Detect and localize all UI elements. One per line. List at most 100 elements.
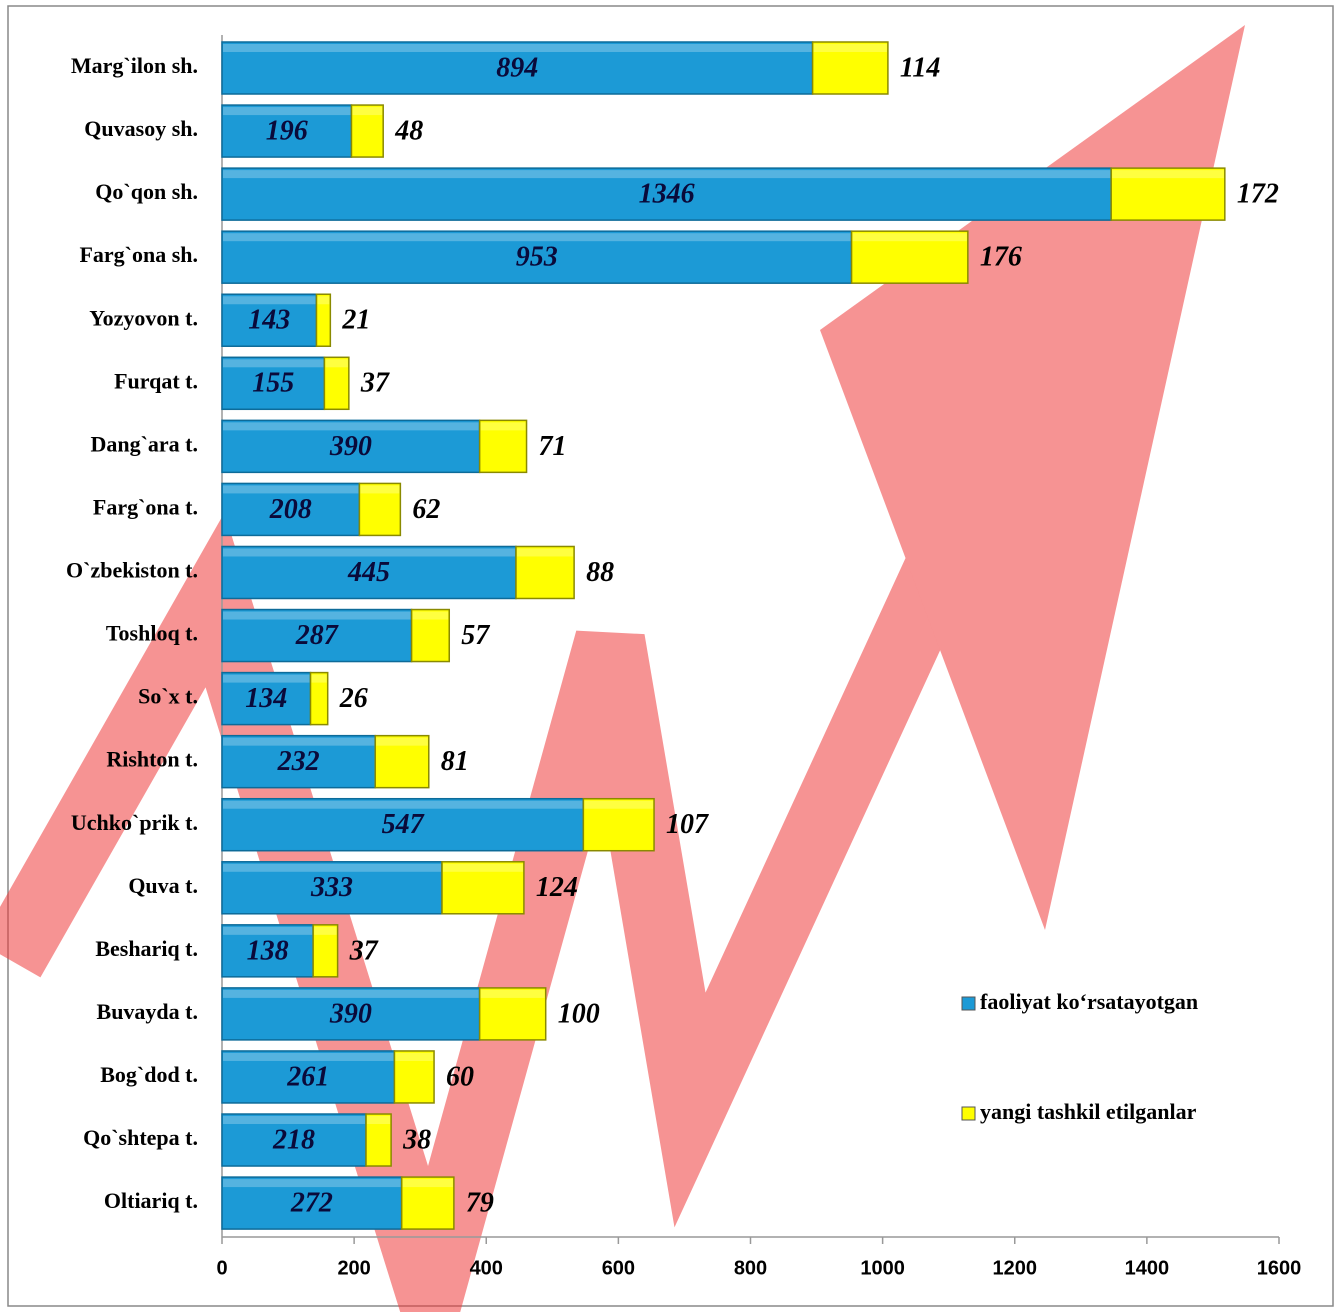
data-label: 272 xyxy=(290,1188,333,1219)
bar-segment xyxy=(221,167,1112,221)
bar-segment xyxy=(811,41,889,95)
data-label: 155 xyxy=(252,368,294,399)
plot-area: 0 200 400 600 800 1000 1200 1400 1600 Marg`ilon s… xyxy=(66,35,1301,1279)
data-label: 333 xyxy=(310,872,353,903)
bar-highlight xyxy=(223,1052,394,1061)
bar-segment xyxy=(365,1113,392,1167)
data-label: 79 xyxy=(466,1188,494,1219)
legend-label: faoliyat ko‘rsatayotgan xyxy=(980,989,1198,1014)
y-tick-label: Dang`ara t. xyxy=(90,431,198,456)
y-tick-label: Qo`qon sh. xyxy=(95,179,198,204)
y-tick-label: Beshariq t. xyxy=(95,936,198,961)
y-tick-label: Farg`ona t. xyxy=(93,494,198,519)
data-label: 287 xyxy=(295,620,339,651)
y-tick-label: Yozyovon t. xyxy=(89,305,198,330)
x-tick-label: 800 xyxy=(734,1257,767,1279)
x-tick-label: 1400 xyxy=(1125,1257,1170,1279)
bar-segment xyxy=(582,797,655,852)
bar-segment xyxy=(221,1050,396,1104)
legend-label: yangi tashkil etilganlar xyxy=(980,1099,1197,1124)
bar-segment xyxy=(221,797,585,852)
data-label: 172 xyxy=(1237,179,1279,210)
data-label: 143 xyxy=(248,305,290,336)
data-label: 57 xyxy=(461,620,490,651)
bar-highlight xyxy=(325,359,348,368)
y-tick-label: Rishton t. xyxy=(106,747,198,772)
bar-highlight xyxy=(360,485,400,494)
bar-highlight xyxy=(442,863,523,872)
bar-highlight xyxy=(223,800,583,809)
y-tick-label: Uchko`prik t. xyxy=(71,810,198,835)
data-label: 37 xyxy=(349,935,379,966)
bar-highlight xyxy=(352,107,383,116)
bar-segment xyxy=(515,545,575,600)
data-label: 88 xyxy=(586,557,614,588)
data-label: 390 xyxy=(329,998,372,1029)
bar-segment xyxy=(374,734,430,789)
data-label: 21 xyxy=(341,305,370,336)
x-tick-label: 1000 xyxy=(860,1257,905,1279)
y-tick-label: Quva t. xyxy=(128,873,198,898)
data-label: 953 xyxy=(516,242,558,273)
bar-highlight xyxy=(223,359,324,368)
data-label: 107 xyxy=(666,809,709,840)
data-label: 232 xyxy=(277,746,320,777)
data-label: 196 xyxy=(266,115,308,146)
y-tick-label: Toshloq t. xyxy=(106,621,198,646)
x-tick-label: 200 xyxy=(337,1257,370,1279)
bar-highlight xyxy=(376,737,428,746)
x-tick-label: 400 xyxy=(470,1257,503,1279)
bar-segment xyxy=(221,545,517,600)
bar-segment xyxy=(221,987,481,1041)
bar-highlight xyxy=(317,296,330,305)
bar-highlight xyxy=(223,296,316,305)
data-label: 176 xyxy=(980,242,1022,273)
data-label: 38 xyxy=(402,1124,431,1155)
y-tick-label: Buvayda t. xyxy=(97,999,198,1024)
bar-highlight xyxy=(223,1179,401,1188)
bar-highlight xyxy=(412,611,449,620)
data-label: 48 xyxy=(394,115,423,146)
data-label: 114 xyxy=(900,52,940,83)
arrow-head xyxy=(820,25,1245,930)
data-label: 81 xyxy=(441,746,469,777)
legend-swatch xyxy=(961,1106,976,1121)
bar-segment xyxy=(221,356,326,411)
y-tick-label: Farg`ona sh. xyxy=(79,242,198,267)
bar-segment xyxy=(1110,167,1226,221)
bar-segment xyxy=(478,987,547,1041)
bar-highlight xyxy=(223,233,851,242)
y-tick-label: Furqat t. xyxy=(114,368,198,393)
bar-highlight xyxy=(367,1116,391,1125)
bar-segment xyxy=(221,734,377,789)
bar-segment xyxy=(393,1050,435,1104)
bar-segment xyxy=(315,293,332,347)
y-tick-label: Bog`dod t. xyxy=(100,1062,198,1087)
y-tick-label: So`x t. xyxy=(138,684,198,709)
bar-segment xyxy=(221,671,312,726)
data-label: 208 xyxy=(269,494,312,525)
bar-segment xyxy=(478,419,528,474)
bar-highlight xyxy=(223,485,359,494)
data-label: 138 xyxy=(247,935,289,966)
bar-segment xyxy=(323,356,350,411)
bar-highlight xyxy=(480,422,526,431)
data-label: 1346 xyxy=(639,179,695,210)
data-label: 261 xyxy=(286,1061,329,1092)
bar-highlight xyxy=(223,863,441,872)
bar-segment xyxy=(221,293,318,347)
bar-segment xyxy=(309,671,329,726)
bar-segment xyxy=(221,230,853,284)
data-label: 37 xyxy=(360,368,390,399)
bar-highlight xyxy=(516,548,574,557)
data-label: 445 xyxy=(347,557,390,588)
bar-segment xyxy=(358,482,402,537)
bar-highlight xyxy=(1112,170,1224,179)
bar-segment xyxy=(221,41,814,95)
y-tick-label: O`zbekiston t. xyxy=(66,558,198,583)
background-arrow xyxy=(0,25,1245,1312)
bar-highlight xyxy=(402,1179,453,1188)
data-label: 100 xyxy=(558,998,600,1029)
bar-segment xyxy=(221,608,413,663)
